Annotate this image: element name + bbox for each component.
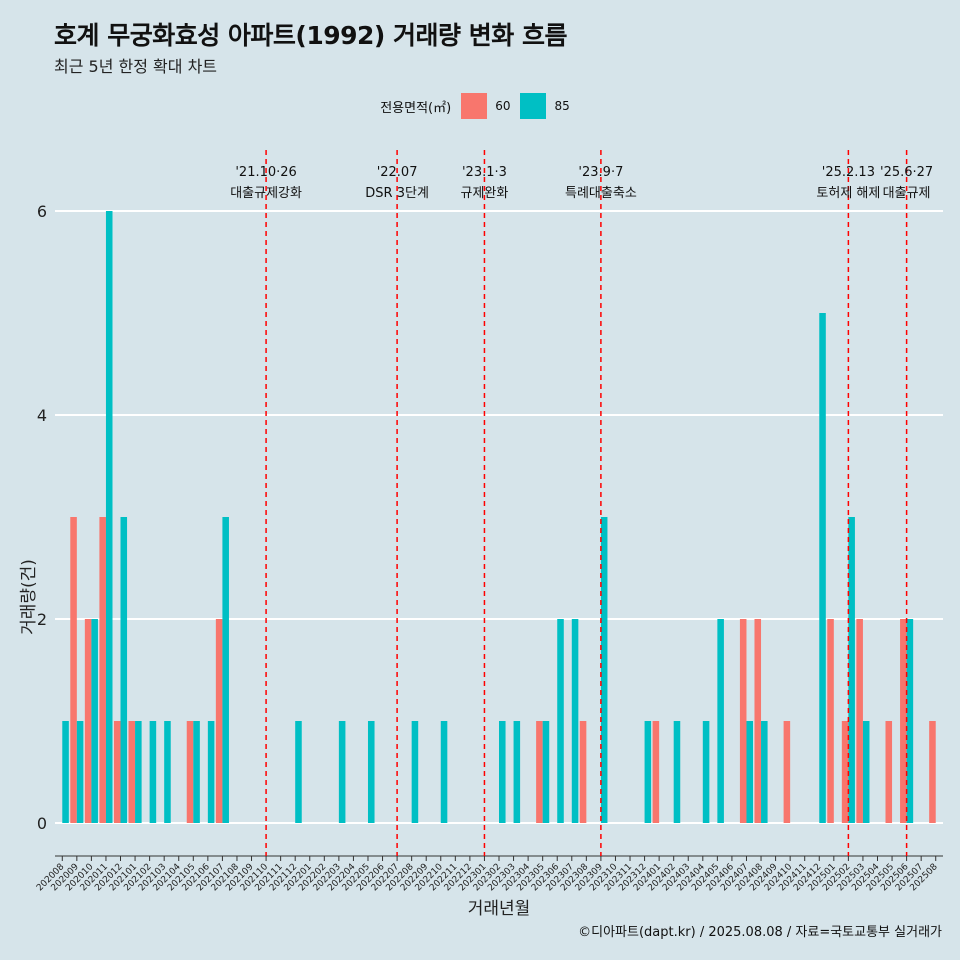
bar-85-202107 [222,517,229,823]
bar-85-202203 [338,721,346,823]
y-tick-label: 6 [37,202,47,221]
bar-60-202010 [84,619,92,823]
bar-60-202012 [113,721,121,823]
chart-title: 호계 무궁화효성 아파트(1992) 거래량 변화 흐름 [54,21,567,50]
annotation-date: '23.1·3 [462,165,507,180]
bar-85-202412 [819,313,826,823]
legend-label-85: 85 [554,99,570,113]
bar-85-202502 [848,517,855,823]
legend: 전용면적(㎡) 60 85 [0,93,960,119]
bar-85-202010 [91,619,98,823]
annotation-label: 대출규제 [883,186,931,201]
annotation-date: '21.10·26 [235,165,296,180]
legend-swatch-85 [520,93,547,119]
bar-85-202105 [193,721,200,823]
bar-60-202408 [754,619,762,823]
bar-85-202503 [862,721,870,823]
bar-85-202306 [557,619,564,823]
bar-60-202501 [827,619,834,823]
bar-85-202405 [717,619,724,823]
bar-85-202309 [600,517,608,823]
annotation-label: 토허제 해제 [816,186,880,201]
bar-85-202408 [761,721,768,823]
annotation-label: 대출규제강화 [230,186,302,201]
bar-60-202401 [652,721,660,823]
annotation-date: '23.9·7 [578,165,623,180]
bar-60-202410 [783,721,791,823]
x-axis-title: 거래년월 [468,899,531,919]
annotation-label: 특례대출축소 [565,186,637,201]
bar-85-202305 [542,721,550,823]
legend-title: 전용면적(㎡) [380,100,452,116]
bar-85-202008 [62,721,69,823]
chart-subtitle: 최근 5년 한정 확대 차트 [54,57,218,76]
bar-60-202107 [215,619,223,823]
bar-60-202502 [841,721,849,823]
bar-85-202307 [571,619,579,823]
legend-swatch-60 [461,93,488,119]
bar-85-202112 [295,721,302,823]
bar-85-202402 [673,721,681,823]
legend-label-60: 60 [495,99,511,113]
annotation-date: '25.2.13 [822,165,875,180]
bar-60-202305 [536,721,543,823]
bar-85-202208 [411,721,419,823]
bar-60-202011 [99,517,106,823]
bar-85-202506 [906,619,914,823]
bar-85-202106 [207,721,215,823]
bar-85-202210 [440,721,448,823]
bar-60-202105 [186,721,194,823]
bar-85-202011 [105,211,113,823]
bar-85-202302 [499,721,506,823]
bar-60-202503 [856,619,863,823]
bar-60-202506 [900,619,907,823]
annotation-date: '25.6·27 [880,165,933,180]
bar-60-202505 [885,721,893,823]
bar-85-202103 [164,721,171,823]
bar-60-202508 [929,721,936,823]
bar-85-202404 [702,721,710,823]
bar-85-202009 [76,721,84,823]
bar-85-202012 [120,517,128,823]
source-caption: ©디아파트(dapt.kr) / 2025.08.08 / 자료=국토교통부 실… [578,925,942,940]
bar-60-202407 [739,619,747,823]
bar-85-202303 [513,721,521,823]
annotation-date: '22.07 [377,165,418,180]
legend-item-60: 60 [461,93,510,119]
annotation-label: 규제완화 [461,186,509,201]
bar-60-202009 [70,517,77,823]
bar-60-202308 [579,721,587,823]
y-tick-label: 2 [37,610,47,629]
y-tick-label: 4 [37,406,47,425]
y-axis-title: 거래량(건) [19,559,39,635]
bar-60-202101 [128,721,136,823]
bar-85-202312 [644,721,652,823]
bar-85-202407 [746,721,754,823]
bar-85-202101 [135,721,142,823]
y-tick-label: 0 [37,814,47,833]
bar-85-202102 [149,721,157,823]
annotation-label: DSR 3단계 [365,186,429,201]
bar-85-202205 [367,721,375,823]
legend-item-85: 85 [520,93,570,119]
